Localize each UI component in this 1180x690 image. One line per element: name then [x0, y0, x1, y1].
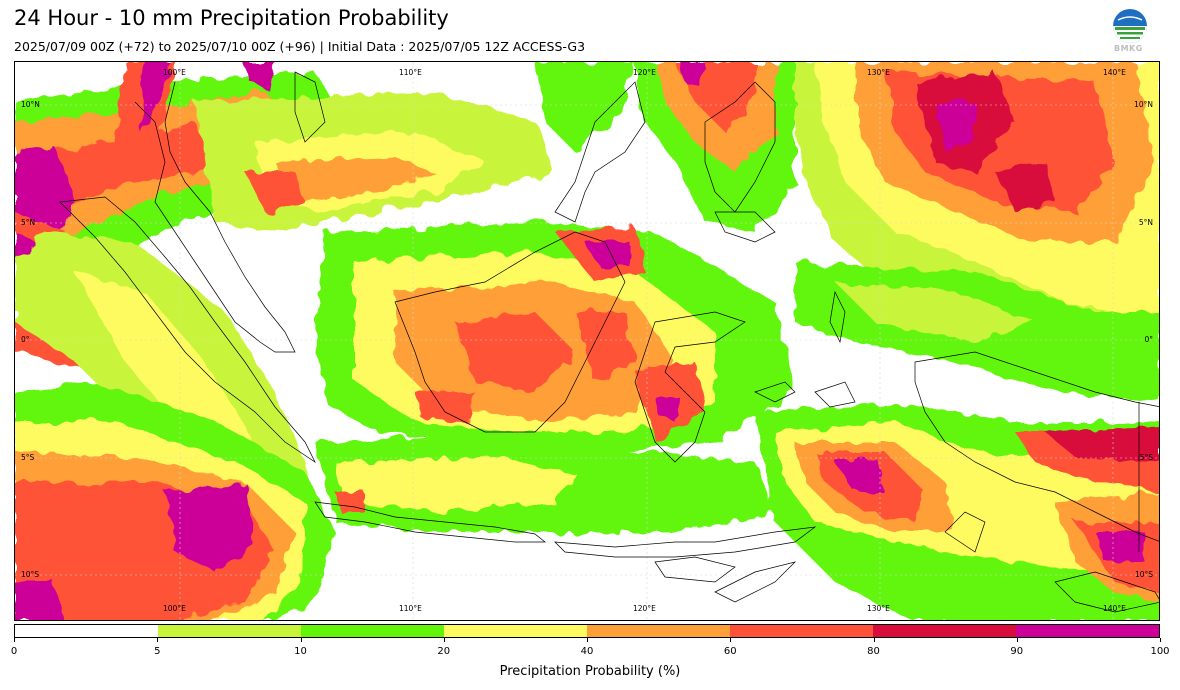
colorbar-segment — [730, 625, 873, 637]
lat-label-right: 10°N — [1134, 100, 1153, 109]
colorbar-tick-label: 20 — [437, 646, 451, 657]
lat-label-right: 10°S — [1134, 570, 1153, 579]
colorbar-tick-mark — [1016, 638, 1018, 642]
lat-label-left: 10°N — [21, 100, 40, 109]
colorbar-tick-mark — [14, 638, 15, 642]
probability-field — [15, 62, 1159, 620]
lat-label-left: 0° — [21, 335, 30, 344]
lat-label-left: 5°N — [21, 218, 36, 227]
colorbar-tick-mark — [873, 638, 875, 642]
lat-label-right: 5°N — [1138, 218, 1153, 227]
colorbar-tick-mark — [157, 638, 159, 642]
colorbar-segment — [301, 625, 444, 637]
colorbar-tick-mark — [300, 638, 302, 642]
lon-label-top: 140°E — [1103, 68, 1126, 77]
chart-title: 24 Hour - 10 mm Precipitation Probabilit… — [14, 6, 449, 30]
colorbar-tick-label: 100 — [1150, 646, 1170, 657]
lon-label-bottom: 110°E — [399, 604, 422, 613]
lon-label-top: 120°E — [633, 68, 656, 77]
colorbar-tick-label: 0 — [10, 646, 18, 657]
colorbar-tick-mark — [443, 638, 445, 642]
lon-label-bottom: 120°E — [633, 604, 656, 613]
colorbar-tick-mark — [587, 638, 588, 642]
colorbar-segment — [587, 625, 730, 637]
colorbar-tick-label: 5 — [154, 646, 161, 657]
chart-subtitle: 2025/07/09 00Z (+72) to 2025/07/10 00Z (… — [14, 39, 586, 54]
lon-label-top: 130°E — [867, 68, 890, 77]
bmkg-logo — [1112, 8, 1152, 56]
lon-label-bottom: 140°E — [1103, 604, 1126, 613]
colorbar-segment — [1016, 625, 1159, 637]
logo-text: BMKG — [1114, 44, 1143, 53]
colorbar-segment — [15, 625, 158, 637]
colorbar-tick-mark — [1160, 638, 1161, 642]
colorbar-tick-mark — [730, 638, 732, 642]
lat-label-right: 5°S — [1139, 453, 1153, 462]
colorbar-tick-label: 60 — [723, 646, 737, 657]
lon-label-top: 100°E — [163, 68, 186, 77]
lat-label-left: 5°S — [21, 453, 35, 462]
grid-lines — [15, 62, 1159, 620]
lat-label-left: 10°S — [21, 570, 40, 579]
precipitation-map: 100°E 110°E 120°E 130°E 140°E 100°E 110°… — [14, 61, 1160, 621]
lon-label-bottom: 130°E — [867, 604, 890, 613]
colorbar-segment — [158, 625, 301, 637]
colorbar — [14, 624, 1160, 638]
coastlines — [59, 71, 1159, 613]
colorbar-tick-label: 90 — [1010, 646, 1024, 657]
colorbar-tick-label: 10 — [294, 646, 307, 657]
lat-label-right: 0° — [1144, 335, 1153, 344]
colorbar-tick-label: 40 — [580, 646, 594, 657]
colorbar-segment — [873, 625, 1016, 637]
lon-label-bottom: 100°E — [163, 604, 186, 613]
colorbar-segment — [444, 625, 587, 637]
colorbar-tick-label: 80 — [867, 646, 880, 657]
lon-label-top: 110°E — [399, 68, 422, 77]
colorbar-title: Precipitation Probability (%) — [499, 664, 681, 679]
